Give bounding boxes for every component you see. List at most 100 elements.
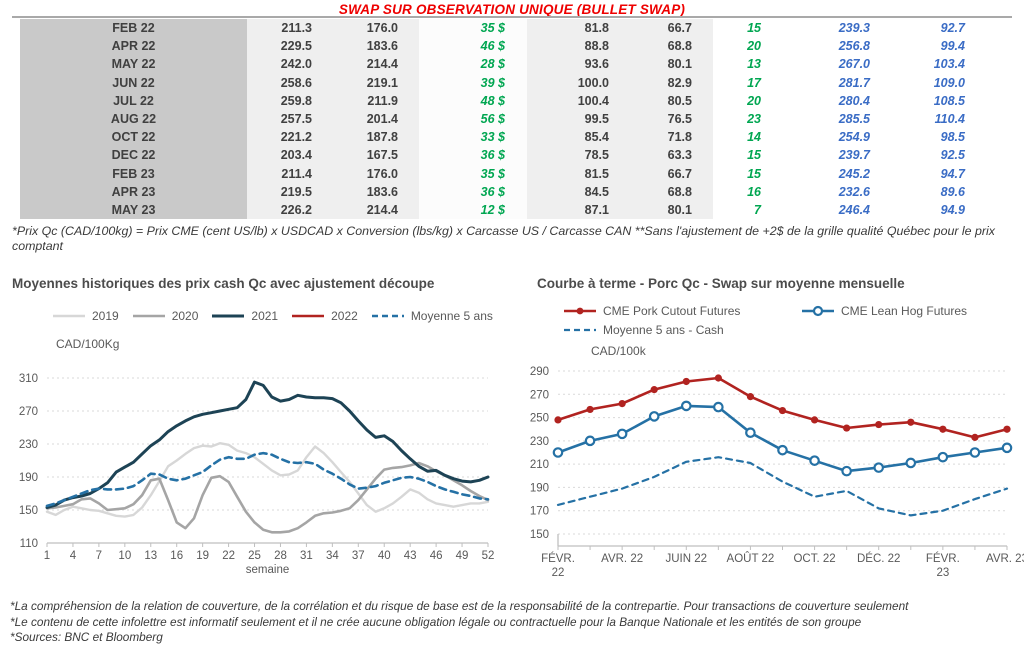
x-tick-label: 34 bbox=[326, 550, 339, 562]
value-cell: 211.9 bbox=[333, 91, 419, 110]
x-tick-label: 22 bbox=[222, 550, 235, 562]
value-cell: 232.6 bbox=[783, 182, 890, 201]
value-cell: 94.9 bbox=[890, 200, 985, 220]
legend-item-cme-lean-hog-futures: CME Lean Hog Futures bbox=[801, 304, 967, 318]
value-cell: 100.4 bbox=[527, 91, 630, 110]
value-cell: 201.4 bbox=[333, 109, 419, 129]
x-tick-label: 31 bbox=[300, 550, 313, 562]
value-cell: 80.1 bbox=[630, 200, 713, 220]
legend-swatch-cme-pork-cutout-futures bbox=[564, 307, 596, 314]
data-point bbox=[616, 428, 628, 440]
x-tick-label: 52 bbox=[482, 550, 495, 562]
value-cell: 36 $ bbox=[419, 146, 527, 165]
data-point bbox=[618, 400, 626, 408]
y-tick-label: 270 bbox=[19, 406, 38, 418]
legend-item-moyenne-5-ans-cash: Moyenne 5 ans - Cash bbox=[563, 323, 724, 337]
footer-line: *Sources: BNC et Bloomberg bbox=[10, 630, 163, 645]
x-tick-label: 46 bbox=[430, 550, 443, 562]
value-cell: 85.4 bbox=[527, 128, 630, 147]
x-tick-label: 10 bbox=[118, 550, 131, 562]
value-cell: 66.7 bbox=[630, 19, 713, 38]
series-line-2019 bbox=[45, 441, 490, 518]
month-cell: FEB 23 bbox=[20, 164, 247, 183]
value-cell: 88.8 bbox=[527, 37, 630, 56]
value-cell: 92.7 bbox=[890, 19, 985, 38]
data-point bbox=[586, 405, 594, 414]
series-line-moyenne-5-ans bbox=[45, 451, 490, 508]
series-line-moyenne-5-ans-cash bbox=[556, 456, 1009, 517]
right-chart-title: Courbe à terme - Porc Qc - Swap sur moye… bbox=[537, 276, 905, 291]
value-cell: 68.8 bbox=[630, 37, 713, 56]
value-cell: 98.5 bbox=[890, 128, 985, 147]
value-cell: 63.3 bbox=[630, 146, 713, 165]
series-line-2021 bbox=[45, 380, 490, 509]
x-tick-label: 40 bbox=[378, 550, 391, 562]
month-cell: JUN 22 bbox=[20, 73, 247, 92]
y-tick-label: 210 bbox=[530, 459, 549, 471]
value-cell: 257.5 bbox=[247, 109, 333, 129]
value-cell: 71.8 bbox=[630, 128, 713, 147]
value-cell: 46 $ bbox=[419, 37, 527, 56]
value-cell: 109.0 bbox=[890, 73, 985, 92]
value-cell: 89.6 bbox=[890, 182, 985, 201]
legend-swatch-2021 bbox=[212, 314, 245, 318]
legend-item-2022: 2022 bbox=[291, 309, 358, 323]
value-cell: 100.0 bbox=[527, 73, 630, 92]
title-divider bbox=[12, 16, 1012, 18]
value-cell: 39 $ bbox=[419, 73, 527, 92]
left-chart-legend: 2019 2020 2021 2022 Moyenne 5 ans bbox=[52, 309, 493, 323]
data-point bbox=[682, 377, 690, 386]
value-cell: 103.4 bbox=[890, 55, 985, 74]
month-cell: DEC 22 bbox=[20, 146, 247, 165]
x-tick-label: 49 bbox=[456, 550, 469, 562]
value-cell: 14 bbox=[713, 128, 783, 147]
month-cell: FEB 22 bbox=[20, 19, 247, 38]
x-tick-label: OCT. 22 bbox=[793, 553, 835, 565]
value-cell: 280.4 bbox=[783, 91, 890, 110]
value-cell: 245.2 bbox=[783, 164, 890, 183]
value-cell: 20 bbox=[713, 91, 783, 110]
x-tick-label: 7 bbox=[96, 550, 102, 562]
data-point bbox=[713, 401, 724, 413]
data-point bbox=[648, 411, 660, 422]
data-point bbox=[809, 455, 820, 466]
footer-line: *La compréhension de la relation de couv… bbox=[10, 599, 909, 613]
x-tick-label: DÉC. 22 bbox=[857, 552, 900, 565]
y-tick-label: 170 bbox=[530, 506, 549, 518]
value-cell: 81.5 bbox=[527, 164, 630, 183]
value-cell: 259.8 bbox=[247, 91, 333, 110]
value-cell: 99.4 bbox=[890, 37, 985, 56]
data-point bbox=[873, 462, 885, 473]
data-point bbox=[680, 400, 692, 412]
swap-table: FEB 22 211.3 176.0 35 $81.8 66.7 15 239.3 92.7 A… bbox=[20, 19, 985, 220]
data-point bbox=[778, 406, 787, 415]
value-cell: 23 bbox=[713, 109, 783, 129]
x-tick-label: 37 bbox=[352, 550, 365, 562]
data-point bbox=[777, 444, 788, 456]
data-point bbox=[554, 416, 562, 424]
value-cell: 76.5 bbox=[630, 109, 713, 129]
x-axis-title: semaine bbox=[246, 564, 289, 576]
value-cell: 94.7 bbox=[890, 164, 985, 183]
value-cell: 239.7 bbox=[783, 146, 890, 165]
x-tick-label: FÉVR. 22 bbox=[541, 552, 575, 579]
value-cell: 183.6 bbox=[333, 182, 419, 201]
historical-prices-chart: 110 150 190 230 270 310 1 4 7 10 13 16 19 22 25 28 31 34 3… bbox=[19, 373, 495, 576]
legend-label: CME Pork Cutout Futures bbox=[603, 303, 741, 318]
value-cell: 56 $ bbox=[419, 109, 527, 129]
value-cell: 20 bbox=[713, 37, 783, 56]
value-cell: 80.1 bbox=[630, 55, 713, 74]
value-cell: 110.4 bbox=[890, 109, 985, 129]
legend-swatch-moyenne-5-ans-cash bbox=[564, 328, 596, 331]
value-cell: 33 $ bbox=[419, 128, 527, 147]
value-cell: 285.5 bbox=[783, 109, 890, 129]
legend-item-moyenne-5-ans: Moyenne 5 ans bbox=[371, 309, 493, 323]
data-point bbox=[810, 416, 819, 424]
data-point bbox=[745, 427, 756, 439]
value-cell: 267.0 bbox=[783, 55, 890, 74]
x-tick-label: 25 bbox=[248, 550, 261, 562]
data-point bbox=[971, 433, 979, 441]
value-cell: 183.6 bbox=[333, 37, 419, 56]
table-footnote: *Prix Qc (CAD/100kg) = Prix CME (cent US… bbox=[12, 224, 995, 253]
x-tick-label: 4 bbox=[70, 550, 77, 562]
